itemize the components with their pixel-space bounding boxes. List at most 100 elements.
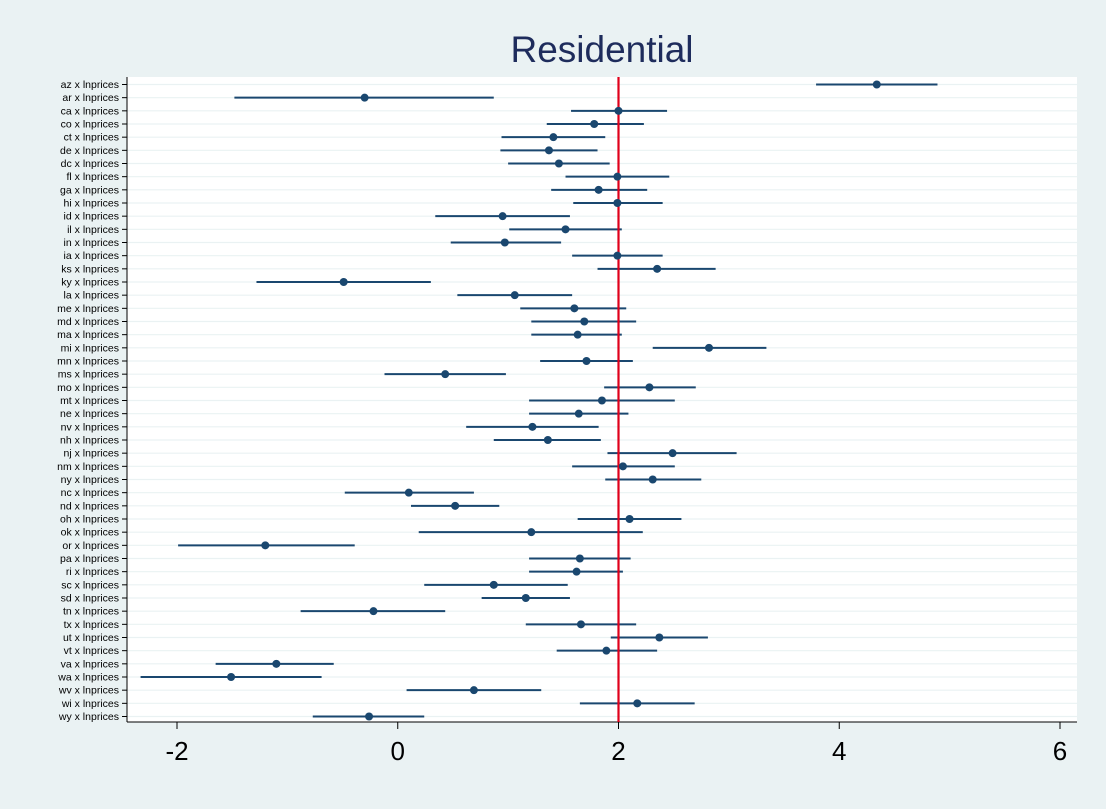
y-tick-label: ks x lnprices [61, 263, 119, 275]
y-tick-label: ar x lnprices [62, 92, 119, 104]
y-tick-label: pa x lnprices [60, 553, 119, 565]
y-tick-label: ok x lnprices [61, 527, 119, 539]
y-tick-label: ga x lnprices [60, 184, 119, 196]
point-estimate [570, 304, 579, 313]
point-estimate [543, 436, 552, 444]
x-axis-ticks: -2 0 2 4 6 [165, 722, 1067, 766]
point-estimate [574, 409, 583, 418]
y-tick-label: nh x lnprices [60, 435, 119, 447]
point-estimate [613, 251, 622, 260]
y-tick-label: mn x lnprices [57, 356, 119, 368]
point-estimate [572, 567, 581, 576]
point-estimate [580, 317, 589, 326]
y-tick-label: sd x lnprices [61, 593, 119, 605]
y-tick-label: fl x lnprices [66, 171, 119, 183]
point-estimate [602, 646, 611, 655]
y-tick-label: la x lnprices [64, 290, 119, 302]
y-tick-label: ny x lnprices [61, 474, 119, 486]
point-estimate [668, 449, 677, 458]
point-estimate [521, 594, 530, 602]
point-estimate [573, 330, 582, 339]
y-tick-label: de x lnprices [60, 145, 119, 157]
x-tick-label: 4 [832, 736, 846, 766]
y-tick-label: or x lnprices [62, 540, 119, 552]
point-estimate [469, 686, 478, 695]
y-tick-label: nv x lnprices [61, 421, 119, 433]
point-estimate [360, 93, 369, 102]
y-tick-label: nj x lnprices [64, 448, 119, 460]
point-estimate [261, 541, 270, 550]
point-estimate [510, 291, 519, 300]
y-tick-label: wi x lnprices [61, 698, 119, 710]
point-estimate [527, 528, 536, 537]
point-estimate [633, 699, 642, 708]
y-tick-label: tn x lnprices [63, 606, 119, 618]
y-tick-label: in x lnprices [64, 237, 119, 249]
point-estimate [451, 501, 460, 510]
point-estimate [544, 146, 553, 155]
y-tick-label: il x lnprices [67, 224, 119, 236]
x-tick-label: -2 [165, 736, 188, 766]
point-estimate [614, 106, 623, 115]
y-tick-label: tx x lnprices [64, 619, 119, 631]
point-estimate [561, 225, 570, 234]
y-tick-label: sc x lnprices [61, 579, 119, 591]
point-estimate [404, 488, 413, 497]
y-tick-label: co x lnprices [61, 119, 119, 131]
y-tick-label: ky x lnprices [61, 277, 119, 289]
point-estimate [705, 343, 714, 352]
point-estimate [489, 580, 498, 589]
point-estimate [597, 396, 606, 405]
point-estimate [582, 357, 591, 365]
y-tick-label: ne x lnprices [60, 408, 119, 420]
y-tick-label: ms x lnprices [58, 369, 119, 381]
point-estimate [872, 80, 881, 89]
point-estimate [594, 185, 603, 194]
point-estimate [576, 620, 585, 629]
y-tick-label: wv x lnprices [58, 685, 119, 697]
y-tick-label: id x lnprices [64, 211, 119, 223]
y-tick-label: oh x lnprices [60, 514, 119, 526]
y-tick-label: va x lnprices [61, 658, 119, 670]
x-tick-label: 0 [391, 736, 405, 766]
point-estimate [648, 475, 657, 484]
point-estimate [613, 199, 622, 207]
y-tick-label: mi x lnprices [61, 342, 119, 354]
y-tick-label: mo x lnprices [57, 382, 119, 394]
y-tick-label: az x lnprices [61, 79, 119, 91]
point-estimate [272, 659, 281, 668]
y-tick-label: wa x lnprices [57, 672, 119, 684]
y-tick-label: nm x lnprices [57, 461, 119, 473]
point-estimate [625, 515, 634, 523]
point-estimate [500, 238, 509, 247]
x-tick-label: 6 [1053, 736, 1067, 766]
y-tick-label: nd x lnprices [60, 500, 119, 512]
point-estimate [618, 462, 627, 471]
y-tick-label: ca x lnprices [61, 105, 119, 117]
point-estimate [554, 159, 563, 168]
y-tick-label: vt x lnprices [64, 645, 119, 657]
y-tick-label: ia x lnprices [64, 250, 119, 262]
point-estimate [655, 633, 664, 642]
y-tick-label: dc x lnprices [61, 158, 119, 170]
point-estimates [227, 80, 881, 721]
point-estimate [339, 278, 348, 286]
x-tick-label: 2 [611, 736, 625, 766]
point-estimate [590, 120, 599, 128]
point-estimate [528, 422, 537, 431]
y-tick-label: ut x lnprices [63, 632, 119, 644]
y-tick-label: nc x lnprices [61, 487, 119, 499]
y-tick-label: md x lnprices [57, 316, 119, 328]
point-estimate [613, 172, 622, 181]
y-tick-label: hi x lnprices [64, 198, 119, 210]
point-estimate [369, 607, 378, 616]
chart-title: Residential [510, 29, 693, 70]
y-tick-label: me x lnprices [57, 303, 119, 315]
point-estimate [498, 212, 507, 221]
y-tick-label: wy x lnprices [58, 711, 119, 723]
point-estimate [549, 133, 558, 142]
point-estimate [227, 673, 236, 681]
